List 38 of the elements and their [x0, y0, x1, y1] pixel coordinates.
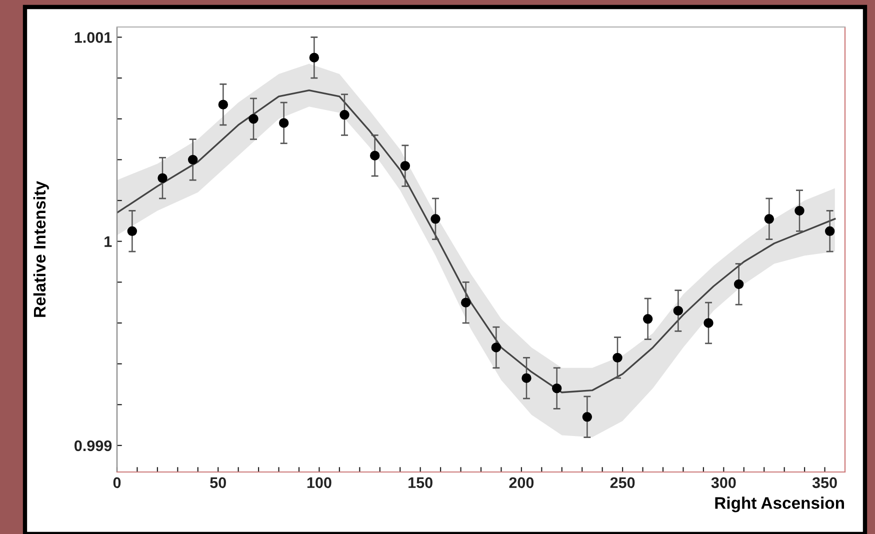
x-tick-label: 300	[711, 477, 736, 488]
point	[278, 118, 289, 128]
point	[764, 214, 774, 224]
point	[127, 226, 138, 236]
point	[188, 154, 198, 165]
point	[522, 373, 532, 383]
x-tick-label: 200	[509, 477, 534, 488]
point	[370, 150, 380, 160]
x-tick-label: 50	[210, 477, 226, 488]
point	[612, 352, 622, 363]
point	[309, 52, 320, 62]
x-tick-label: 250	[610, 477, 635, 488]
point	[673, 306, 684, 316]
x-tick-label: 350	[812, 477, 837, 488]
point	[400, 160, 410, 171]
point	[158, 173, 168, 183]
point	[552, 383, 562, 394]
x-tick-label: 0	[113, 477, 121, 488]
x-tick-label: 150	[408, 477, 432, 488]
point	[460, 298, 471, 308]
point	[248, 114, 258, 124]
y-tick-label: 1	[104, 236, 112, 247]
point	[340, 110, 350, 120]
x-axis-title: Right Ascension	[715, 496, 844, 512]
point	[794, 206, 804, 216]
y-axis-title: Relative Intensity	[33, 181, 49, 317]
y-tick-label: 0.999	[74, 440, 112, 452]
line-series	[117, 89, 836, 394]
point	[704, 318, 714, 328]
y-tick-label: 1.001	[74, 32, 112, 43]
point	[734, 279, 744, 290]
point	[491, 342, 502, 352]
point	[824, 226, 835, 236]
point	[642, 314, 653, 324]
point	[582, 412, 592, 422]
point	[430, 214, 440, 224]
point	[218, 100, 228, 110]
x-tick-label: 100	[307, 477, 332, 488]
